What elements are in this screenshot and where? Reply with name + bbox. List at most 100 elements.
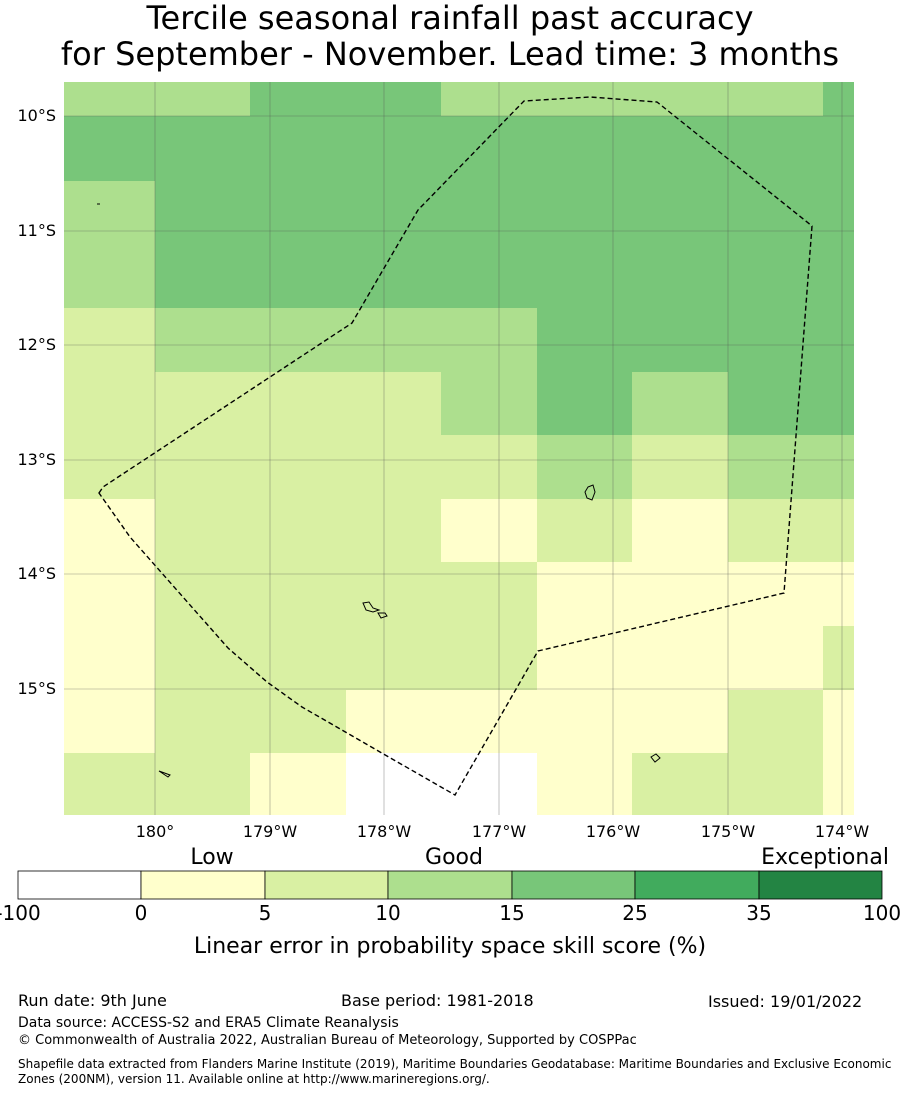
skill-cell: [823, 82, 854, 116]
skill-cell: [250, 499, 346, 562]
skill-cell: [441, 116, 537, 149]
skill-cell: [632, 245, 728, 308]
skill-cell: [155, 499, 250, 562]
skill-cell: [823, 626, 854, 690]
island-south: [650, 753, 661, 763]
skill-cell: [346, 372, 441, 435]
skill-cell: [441, 690, 537, 753]
skill-cell: [632, 116, 728, 149]
skill-cell: [64, 372, 155, 435]
skill-cell: [441, 149, 537, 181]
skill-cell: [632, 308, 728, 372]
skill-cell: [728, 149, 823, 181]
colorbar-tick: -100: [0, 901, 41, 925]
skill-cell: [441, 308, 537, 372]
lon-label: 179°W: [243, 822, 298, 841]
skill-cell: [632, 372, 728, 435]
skill-cell: [823, 149, 854, 181]
lat-label: 10°S: [17, 106, 56, 125]
skill-cell: [250, 753, 346, 815]
skill-cell: [537, 499, 632, 562]
skill-cell: [823, 245, 854, 308]
skill-cell: [250, 626, 346, 690]
skill-cell: [64, 181, 155, 245]
shapefile-credit: Shapefile data extracted from Flanders M…: [18, 1057, 892, 1086]
skill-cell: [537, 308, 632, 372]
data-source: Data source: ACCESS-S2 and ERA5 Climate …: [18, 1015, 399, 1031]
skill-cell: [537, 149, 632, 181]
skill-cell: [441, 372, 537, 435]
colorbar-category-low: Low: [190, 845, 233, 870]
skill-cell: [537, 435, 632, 499]
skill-cell: [728, 499, 823, 562]
colorbar-tick: 15: [499, 901, 524, 925]
skill-cell: [346, 435, 441, 499]
skill-map: 10°S 11°S 12°S 13°S 14°S 15°S 180° 179°W…: [0, 82, 900, 959]
skill-cell: [346, 308, 441, 372]
skill-cell: [155, 690, 250, 753]
colorbar-swatch: [17, 870, 142, 900]
skill-cell: [632, 626, 728, 690]
skill-cell: [64, 116, 155, 149]
skill-cell: [155, 82, 250, 116]
skill-cell: [155, 435, 250, 499]
skill-cell: [823, 435, 854, 499]
skill-cell: [346, 149, 441, 181]
skill-cell: [823, 690, 854, 753]
lon-label: 174°W: [815, 822, 870, 841]
skill-cell: [537, 626, 632, 690]
skill-cell: [441, 82, 537, 116]
skill-cell: [346, 116, 441, 149]
skill-cell: [250, 690, 346, 753]
skill-cell: [632, 435, 728, 499]
skill-cell: [250, 82, 346, 116]
skill-cell: [64, 753, 155, 815]
skill-cell: [632, 149, 728, 181]
skill-cell: [537, 116, 632, 149]
skill-cell: [346, 562, 441, 626]
run-date: Run date: 9th June: [18, 991, 167, 1010]
map-title-line-1: Tercile seasonal rainfall past accuracy: [146, 0, 754, 37]
skill-cell: [728, 181, 823, 245]
skill-cell: [250, 435, 346, 499]
skill-cell: [441, 181, 537, 245]
colorbar-swatch: [264, 870, 389, 900]
island-central: [362, 601, 388, 619]
skill-cell: [250, 116, 346, 149]
skill-cell: [155, 116, 250, 149]
skill-cell: [155, 372, 250, 435]
skill-cell: [64, 690, 155, 753]
copyright: © Commonwealth of Australia 2022, Austra…: [18, 1033, 637, 1048]
skill-cell: [155, 245, 250, 308]
colorbar-tick: 100: [863, 901, 900, 925]
skill-cell: [250, 149, 346, 181]
skill-cell: [537, 753, 632, 815]
colorbar-category-good: Good: [425, 845, 483, 870]
skill-cell: [823, 116, 854, 149]
skill-cell: [155, 753, 250, 815]
skill-cell: [441, 435, 537, 499]
skill-cell: [632, 753, 728, 815]
skill-cell: [155, 626, 250, 690]
skill-cell: [250, 245, 346, 308]
skill-cell: [632, 562, 728, 626]
skill-cell: [537, 181, 632, 245]
skill-cell: [250, 308, 346, 372]
skill-cell: [155, 149, 250, 181]
skill-cell: [64, 562, 155, 626]
skill-cell: [250, 181, 346, 245]
skill-cell: [728, 245, 823, 308]
skill-cell: [346, 499, 441, 562]
skill-cell: [346, 626, 441, 690]
skill-cell: [346, 82, 441, 116]
graticule: [64, 82, 854, 815]
skill-cell: [823, 372, 854, 435]
map-title-line-2: for September - November. Lead time: 3 m…: [60, 35, 840, 73]
skill-cell: [728, 82, 823, 116]
skill-cell: [823, 181, 854, 245]
skill-cell: [64, 308, 155, 372]
lon-label: 180°: [136, 822, 175, 841]
colorbar-tick: 5: [259, 901, 272, 925]
lat-label: 11°S: [17, 221, 56, 240]
skill-cell: [441, 626, 537, 690]
